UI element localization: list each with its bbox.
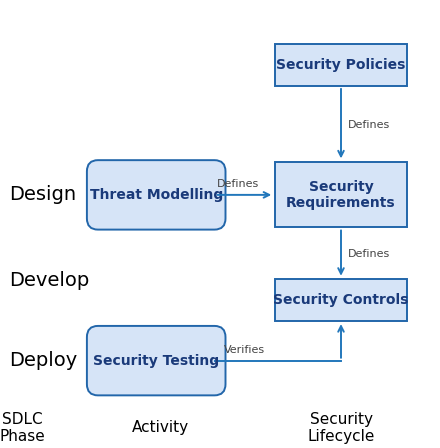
Text: Security
Lifecycle: Security Lifecycle [307,412,375,444]
Text: Security Controls: Security Controls [273,293,409,307]
Text: Develop: Develop [9,271,89,289]
Text: Design: Design [9,185,76,204]
Text: Security Testing: Security Testing [93,353,219,368]
Text: Deploy: Deploy [9,351,77,370]
Text: Security Policies: Security Policies [276,58,406,72]
FancyBboxPatch shape [275,279,407,322]
Text: Verifies: Verifies [224,345,265,355]
FancyBboxPatch shape [275,162,407,228]
Text: Activity: Activity [132,420,189,435]
Text: Security
Requirements: Security Requirements [286,180,396,210]
Text: SDLC
Phase: SDLC Phase [0,412,45,444]
FancyBboxPatch shape [275,43,407,86]
FancyBboxPatch shape [87,326,225,395]
Text: Defines: Defines [348,120,390,129]
Text: Threat Modelling: Threat Modelling [90,188,223,202]
Text: Defines: Defines [217,179,259,189]
FancyBboxPatch shape [87,160,225,229]
Text: Defines: Defines [348,250,390,259]
